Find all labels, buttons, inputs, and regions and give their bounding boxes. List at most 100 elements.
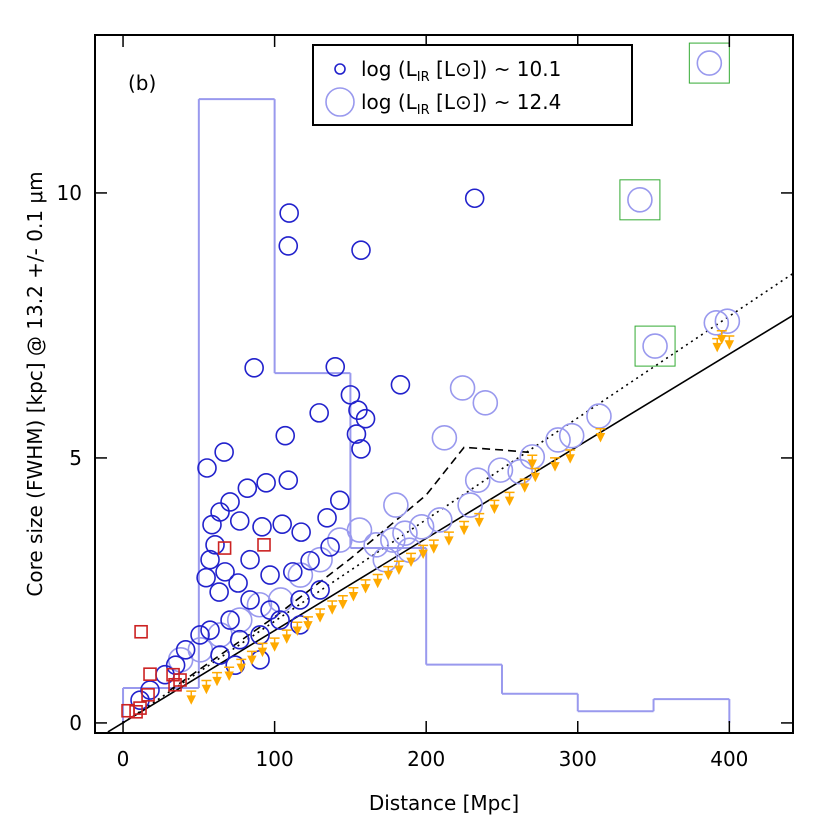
upper-limit bbox=[224, 666, 235, 681]
point bbox=[320, 537, 340, 557]
point bbox=[140, 680, 160, 700]
point bbox=[200, 549, 220, 570]
point bbox=[619, 179, 661, 221]
upper-limit bbox=[519, 478, 530, 493]
point bbox=[449, 375, 476, 401]
point bbox=[272, 514, 292, 534]
point bbox=[363, 532, 389, 558]
point bbox=[190, 625, 210, 645]
point bbox=[283, 562, 303, 582]
point bbox=[642, 333, 668, 359]
point bbox=[317, 508, 337, 528]
upper-limit bbox=[724, 335, 735, 350]
point bbox=[351, 439, 371, 459]
upper-limit bbox=[393, 560, 404, 575]
point bbox=[380, 527, 406, 553]
point bbox=[267, 587, 294, 613]
point bbox=[627, 187, 653, 213]
y-axis-label: Core size (FWHM) [kpc] @ 13.2 +/- 0.1 μm bbox=[23, 171, 47, 596]
point bbox=[202, 514, 222, 535]
point bbox=[326, 527, 353, 553]
legend-box bbox=[312, 44, 633, 126]
upper-limit bbox=[246, 650, 257, 666]
upper-limit bbox=[489, 499, 500, 515]
point bbox=[175, 639, 196, 660]
y-tick-label: 10 bbox=[57, 181, 82, 205]
point bbox=[173, 673, 187, 687]
upper-limit bbox=[257, 642, 268, 658]
point bbox=[696, 50, 723, 76]
legend-marker bbox=[325, 87, 355, 117]
legend-text: [L⊙]) ~ 12.4 bbox=[430, 90, 562, 114]
point bbox=[260, 565, 280, 585]
upper-limit bbox=[383, 565, 394, 581]
point bbox=[351, 240, 371, 260]
upper-limit bbox=[527, 454, 538, 469]
point bbox=[260, 600, 280, 620]
upper-limit bbox=[186, 690, 197, 705]
upper-limit bbox=[360, 579, 371, 594]
plot-frame bbox=[94, 34, 794, 734]
point bbox=[220, 492, 240, 512]
point bbox=[310, 580, 330, 600]
legend-text: [L⊙]) ~ 10.1 bbox=[430, 57, 562, 81]
point bbox=[307, 546, 333, 573]
point bbox=[205, 535, 225, 555]
point bbox=[240, 549, 260, 570]
upper-limit bbox=[236, 658, 247, 674]
point bbox=[229, 629, 250, 650]
fit-line bbox=[168, 446, 533, 692]
point bbox=[703, 309, 730, 336]
plot-area bbox=[107, 42, 793, 733]
upper-limit bbox=[281, 629, 292, 644]
point bbox=[215, 562, 235, 582]
upper-limit bbox=[302, 616, 313, 631]
point bbox=[392, 520, 418, 546]
point bbox=[309, 403, 329, 423]
point bbox=[291, 522, 311, 542]
point bbox=[129, 705, 143, 719]
point bbox=[168, 677, 182, 692]
point bbox=[714, 308, 741, 334]
upper-limit bbox=[292, 621, 303, 636]
legend-sub: IR bbox=[417, 70, 430, 85]
point bbox=[545, 427, 571, 453]
upper-limit bbox=[443, 531, 454, 546]
point bbox=[252, 517, 272, 537]
point bbox=[427, 507, 453, 533]
point bbox=[472, 390, 499, 416]
upper-limit bbox=[269, 637, 280, 652]
upper-limit bbox=[418, 544, 429, 560]
upper-limit bbox=[337, 594, 348, 610]
point bbox=[210, 502, 230, 522]
upper-limit bbox=[459, 520, 470, 536]
point bbox=[214, 442, 234, 462]
point bbox=[329, 490, 350, 511]
point bbox=[196, 567, 216, 588]
upper-limit bbox=[327, 600, 338, 615]
point bbox=[586, 403, 612, 429]
point bbox=[278, 470, 299, 490]
point bbox=[688, 42, 730, 84]
legend-text: log (L bbox=[361, 90, 418, 114]
point bbox=[340, 385, 361, 405]
upper-limit bbox=[348, 587, 359, 602]
point bbox=[217, 541, 232, 555]
point bbox=[278, 236, 299, 256]
y-tick-label: 0 bbox=[69, 711, 82, 735]
upper-limit bbox=[712, 337, 723, 353]
upper-limit bbox=[565, 449, 576, 464]
point bbox=[270, 610, 290, 630]
point bbox=[346, 424, 367, 444]
y-tick-label: 5 bbox=[69, 446, 82, 470]
point bbox=[210, 645, 230, 665]
point bbox=[325, 356, 346, 377]
point bbox=[246, 591, 273, 618]
x-axis-label: Distance [Mpc] bbox=[369, 791, 519, 815]
x-tick-label: 300 bbox=[559, 747, 597, 771]
legend-marker bbox=[334, 63, 346, 75]
legend-label: log (LIR [L⊙]) ~ 12.4 bbox=[361, 90, 561, 118]
point bbox=[141, 688, 155, 702]
point bbox=[431, 424, 458, 451]
